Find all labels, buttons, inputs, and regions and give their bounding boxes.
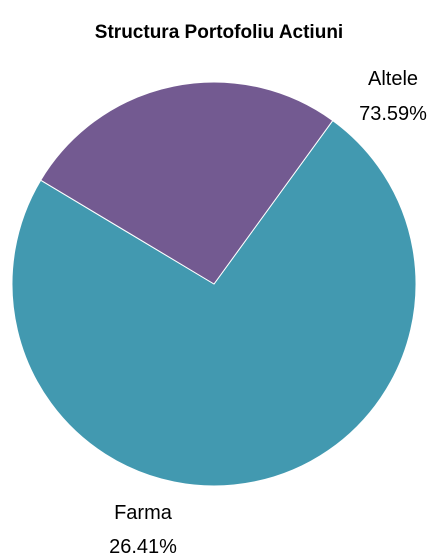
slice-label-altele-value: 73.59% [359, 103, 427, 125]
pie-slice-altele [11, 119, 417, 487]
chart-title: Structura Portofoliu Actiuni [95, 22, 343, 43]
pie-slices [11, 81, 417, 487]
slice-label-altele-name: Altele [368, 68, 418, 90]
slice-label-farma-value: 26.41% [109, 536, 177, 556]
slice-label-farma-name: Farma [114, 502, 173, 524]
pie-slice-farma [40, 81, 334, 285]
